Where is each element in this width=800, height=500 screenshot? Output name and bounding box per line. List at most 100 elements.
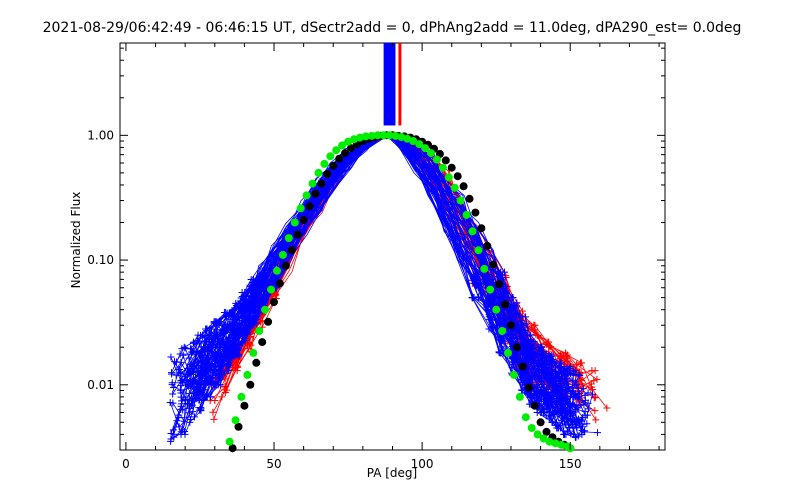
blue-point <box>190 376 198 384</box>
green-dot <box>521 413 530 422</box>
blue-point <box>527 374 535 382</box>
blue-point <box>212 381 220 389</box>
green-dot <box>468 227 477 236</box>
green-dot <box>249 348 258 357</box>
black-dot <box>317 179 326 188</box>
black-dot <box>471 208 480 217</box>
red-point <box>209 408 217 416</box>
green-dot <box>450 183 459 192</box>
blue-point <box>564 413 572 421</box>
blue-point <box>235 352 243 360</box>
green-dot <box>326 152 335 161</box>
blue-point <box>223 360 231 368</box>
blue-point <box>187 361 195 369</box>
blue-point <box>181 377 189 385</box>
red-point <box>233 367 241 375</box>
blue-point <box>566 363 574 371</box>
blue-point <box>581 391 589 399</box>
blue-point <box>258 272 266 280</box>
blue-point <box>570 416 578 424</box>
blue-point <box>542 360 550 368</box>
blue-point <box>216 318 224 326</box>
green-dot <box>361 132 370 141</box>
blue-point <box>540 355 548 363</box>
blue-point <box>186 416 194 424</box>
blue-point <box>175 411 183 419</box>
blue-curve <box>184 134 565 401</box>
red-point <box>557 351 565 359</box>
blue-point <box>534 343 542 351</box>
blue-point <box>468 294 476 302</box>
blue-point <box>572 378 580 386</box>
blue-point <box>251 295 259 303</box>
black-dot <box>287 246 296 255</box>
black-dot <box>489 260 498 269</box>
green-model-curve <box>225 131 575 453</box>
blue-point <box>583 420 591 428</box>
green-dot <box>267 285 276 294</box>
blue-curve <box>173 134 577 436</box>
blue-point <box>192 385 200 393</box>
blue-point <box>197 406 205 414</box>
blue-point <box>571 367 579 375</box>
blue-curve-bundle <box>166 134 602 445</box>
green-dot <box>320 159 329 168</box>
green-dot <box>373 131 382 140</box>
blue-point <box>208 338 216 346</box>
blue-point <box>260 298 268 306</box>
chart-title: 2021-08-29/06:42:49 - 06:46:15 UT, dSect… <box>43 20 742 36</box>
black-dot <box>335 154 344 163</box>
green-dot <box>438 163 447 172</box>
blue-point <box>537 408 545 416</box>
blue-point <box>552 387 560 395</box>
blue-point <box>562 380 570 388</box>
red-spike <box>398 43 402 126</box>
blue-point <box>489 275 497 283</box>
x-axis-label: PA [deg] <box>367 466 417 480</box>
blue-point <box>213 326 221 334</box>
blue-point <box>219 335 227 343</box>
green-dot <box>308 179 317 188</box>
blue-point <box>588 390 596 398</box>
blue-point <box>552 380 560 388</box>
black-dot <box>281 261 290 270</box>
blue-point <box>495 293 503 301</box>
green-dot <box>427 149 435 158</box>
blue-point <box>180 343 188 351</box>
red-point <box>588 367 596 375</box>
green-dot <box>385 131 394 140</box>
blue-point <box>580 401 588 409</box>
blue-point <box>256 278 264 286</box>
green-dot <box>261 305 270 314</box>
black-dot <box>329 161 338 170</box>
blue-point <box>244 288 252 296</box>
black-dot <box>228 444 237 453</box>
black-dot <box>252 358 261 367</box>
blue-point <box>566 364 574 372</box>
blue-point <box>243 329 251 337</box>
green-dot <box>474 246 483 255</box>
red-point <box>577 375 585 383</box>
blue-point <box>563 396 571 404</box>
black-dot <box>305 202 314 211</box>
blue-point <box>548 374 556 382</box>
black-dot <box>240 401 249 410</box>
black-dot <box>524 383 533 392</box>
blue-point <box>531 349 539 357</box>
blue-point <box>538 361 546 369</box>
blue-point <box>581 411 589 419</box>
blue-curve <box>172 134 573 425</box>
blue-point <box>545 378 553 386</box>
blue-point <box>560 430 568 438</box>
blue-point <box>242 321 250 329</box>
blue-point <box>474 281 482 289</box>
blue-point <box>235 326 243 334</box>
blue-point <box>470 275 478 283</box>
black-dot <box>341 149 350 158</box>
blue-point <box>484 298 492 306</box>
blue-point <box>217 351 225 359</box>
blue-point <box>177 428 185 436</box>
green-dot <box>290 218 299 227</box>
green-dot <box>296 204 305 213</box>
black-model-curve <box>228 131 575 453</box>
